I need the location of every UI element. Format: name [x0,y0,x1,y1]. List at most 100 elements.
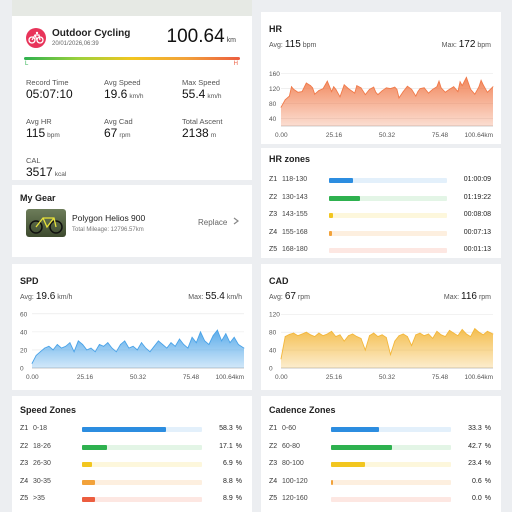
y-tick-label: 40 [20,329,28,336]
data-point [52,349,54,351]
zone-row: Z1 0-18 58.3% [20,425,242,435]
data-point [470,88,471,90]
spd-avg: Avg: 19.6 km/h [20,291,73,302]
data-point [136,349,138,351]
gear-card[interactable]: My Gear Polygon Helios 900 Total Mileage… [12,185,252,257]
zone-value-text: 33.3 [468,425,482,432]
data-point [128,347,130,349]
zone-row: Z3 26-30 6.9% [20,460,242,470]
zone-label: Z1 [20,425,29,432]
data-point [449,88,450,90]
data-point [217,329,218,331]
data-point [474,93,476,95]
intensity-high-label: H [233,61,238,67]
data-point [364,94,366,95]
spd-title: SPD [20,276,39,286]
data-point [195,342,197,344]
zone-row: Z1 118-130 01:00:09 [269,176,491,186]
data-point [343,84,345,86]
data-point [461,329,463,330]
data-point [364,349,366,351]
data-point [301,333,303,335]
data-point [438,80,440,82]
data-point [373,86,375,88]
zone-track [82,444,202,450]
data-point [436,330,438,332]
hr-zones-title: HR zones [269,154,311,164]
spd-chart: 0 20 40 60 0.00 25.16 50.32 75.48 100.64km [20,311,245,381]
zone-label: Z5 [20,495,29,502]
zone-track [329,178,447,183]
data-point [310,334,311,336]
data-point [492,333,494,335]
x-tick-label: 75.48 [432,374,449,381]
cadence-zones-card: Cadence Zones Z1 0-60 33.3% Z2 60-80 42.7% Z3 8… [261,396,501,512]
y-tick-label: 20 [20,347,28,354]
hr-area [281,77,493,126]
hr-zones-card: HR zones Z1 118-130 01:00:09 Z2 130-143 01:19… [261,148,501,258]
cad-chart: 0 40 80 120 0.00 25.16 50.32 75.48 100.64km [269,312,494,381]
x-tick-label: 0.00 [275,132,288,139]
data-point [40,351,41,353]
stat-avg-speed: Avg Speed 19.6 km/h [104,78,144,101]
data-point [149,351,151,353]
zone-value: 00:07:13 [464,229,491,236]
zone-range: 100-120 [282,477,308,485]
data-point [398,335,400,337]
data-point [360,87,362,89]
x-tick-label: 50.32 [379,374,396,381]
zone-row: Z2 60-80 42.7% [269,443,491,453]
zone-bar [82,497,95,502]
zone-track [331,462,451,467]
data-point [356,85,358,86]
y-tick-label: 120 [269,312,280,319]
data-point [318,332,320,334]
data-point [212,335,214,336]
zone-row: Z4 100-120 0.6% [269,478,491,488]
zone-label: Z3 [269,460,278,467]
zone-value-text: 6.9 [223,460,233,467]
data-point [233,336,235,338]
data-point [352,91,353,92]
speed-zones-card: Speed Zones Z1 0-18 58.3% Z2 18-26 17.1% Z3 26-… [12,396,252,512]
zone-unit: % [484,477,491,485]
zone-track [82,427,202,432]
zone-label: Z3 [269,211,278,218]
data-point [284,336,286,337]
zone-track [331,444,451,450]
zone-range: >35 [33,495,45,502]
replace-button[interactable]: Replace [198,217,239,227]
cad-chart-card: CAD Avg: 67 rpm Max: 116 rpm 0 40 80 120 0.0… [261,264,501,390]
data-point [487,91,488,93]
spd-max: Max: 55.4 km/h [188,291,242,302]
y-tick-label: 80 [269,330,277,337]
data-point [377,336,379,337]
x-tick-label: 50.32 [379,132,396,139]
zone-value-text: 8.9 [223,495,233,502]
data-point [310,85,311,86]
zone-unit: % [484,460,491,467]
zone-bar [82,479,95,485]
zone-bar [331,427,379,432]
activity-date: 20/01/2026,06:39 [52,41,99,47]
data-point [56,344,58,345]
zone-label: Z2 [269,442,278,450]
zone-track [331,497,451,502]
data-point [423,335,425,337]
zone-bar [82,427,166,432]
data-point [390,354,391,355]
x-tick-label: 50.32 [130,374,147,381]
data-point [141,342,142,344]
intensity-low-label: L [25,61,29,67]
zone-track [82,479,202,485]
data-point [99,344,100,345]
data-point [293,332,294,334]
data-point [419,88,421,89]
zone-label: Z5 [269,246,278,253]
zone-bar [329,178,353,183]
data-point [394,86,396,88]
data-point [111,347,113,349]
zone-bar [329,195,360,201]
data-point [305,82,307,84]
data-point [284,99,286,101]
